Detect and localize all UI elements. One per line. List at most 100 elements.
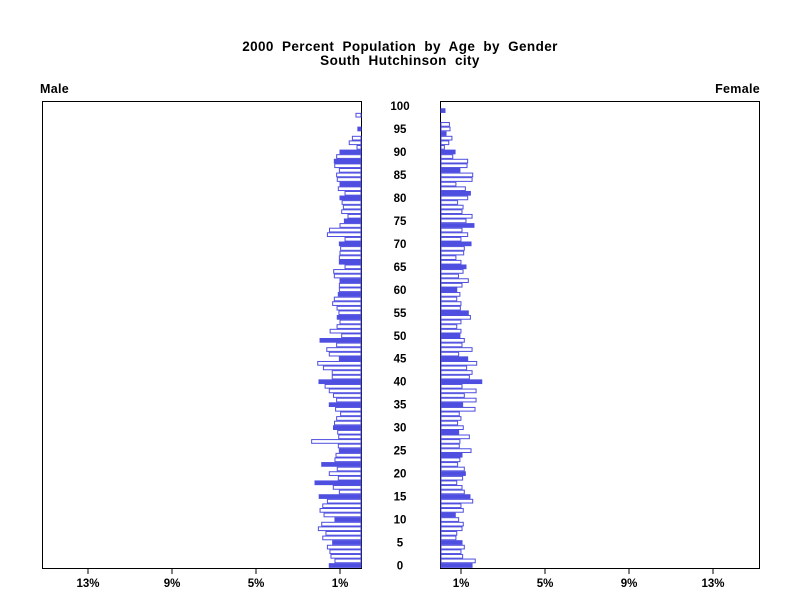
male-bar-age-61	[338, 282, 362, 288]
male-bar-age-33	[340, 411, 362, 417]
male-x-tick-label-5pct: 5%	[248, 578, 265, 590]
male-panel-label: Male	[40, 82, 69, 96]
male-bar-age-53	[339, 319, 362, 325]
male-bar-age-83	[339, 181, 362, 187]
male-bar-age-15	[318, 494, 362, 499]
male-bar-age-5	[332, 540, 362, 545]
male-bar-age-4	[326, 544, 362, 550]
female-bar-age-75	[440, 218, 467, 224]
female-bar-age-85	[440, 172, 474, 178]
female-bar-age-10	[440, 517, 460, 522]
male-bar-age-50	[341, 333, 362, 339]
male-bar-age-44	[317, 360, 362, 366]
female-x-tick-label-9pct: 9%	[621, 578, 638, 590]
male-bar-age-64	[333, 269, 362, 274]
male-bar-age-55	[338, 310, 362, 316]
female-bar-age-41	[440, 374, 470, 380]
female-bar-age-56	[440, 305, 461, 311]
male-bar-age-85	[336, 172, 362, 178]
male-x-tick-label-13pct: 13%	[76, 578, 99, 590]
female-bar-age-57	[440, 301, 462, 306]
male-bar-age-49	[319, 337, 362, 343]
male-bar-age-89	[336, 154, 362, 159]
male-bar-age-60	[338, 287, 362, 293]
female-bar-age-45	[440, 356, 469, 362]
female-bar-age-86	[440, 167, 461, 173]
male-bar-age-62	[339, 278, 362, 283]
female-bar-age-62	[440, 278, 469, 283]
male-bar-age-8	[317, 526, 362, 532]
age-axis-label-50: 50	[394, 331, 407, 343]
female-bar-age-26	[440, 443, 460, 449]
male-bar-age-40	[318, 379, 362, 385]
female-bar-age-87	[440, 163, 468, 169]
male-bar-age-78	[342, 204, 362, 210]
age-axis-label-10: 10	[394, 515, 407, 527]
female-bar-age-13	[440, 503, 462, 509]
female-bar-age-55	[440, 310, 469, 316]
female-bar-age-15	[440, 494, 471, 499]
male-bar-age-98	[355, 112, 362, 118]
female-bar-age-71	[440, 236, 462, 242]
female-bar-age-27	[440, 439, 461, 444]
male-bar-age-57	[332, 301, 362, 306]
age-axis-label-80: 80	[394, 193, 407, 205]
male-bar-age-92	[348, 140, 362, 146]
chart-title-line2: South Hutchinson city	[320, 53, 480, 68]
female-bar-age-35	[440, 402, 464, 408]
male-bar-age-13	[322, 503, 362, 509]
male-bar-age-56	[336, 305, 362, 311]
male-bar-age-28	[338, 434, 362, 440]
female-bar-age-65	[440, 264, 467, 270]
male-bar-age-63	[333, 273, 362, 279]
female-bar-age-40	[440, 379, 483, 385]
female-bar-age-59	[440, 292, 461, 297]
male-x-tick-label-9pct: 9%	[164, 578, 181, 590]
male-bar-age-14	[326, 498, 362, 504]
age-axis-label-100: 100	[390, 101, 409, 113]
age-axis-label-65: 65	[394, 262, 407, 274]
female-bar-age-82	[440, 186, 466, 192]
male-bar-age-45	[338, 356, 362, 362]
female-bar-age-43	[440, 365, 468, 371]
female-bar-age-7	[440, 530, 458, 536]
male-bar-age-47	[326, 347, 362, 352]
female-bar-age-16	[440, 489, 465, 495]
male-bar-age-71	[344, 236, 362, 242]
male-bar-age-86	[338, 167, 362, 173]
male-bar-age-1	[334, 558, 362, 564]
female-bar-age-25	[440, 448, 472, 453]
male-bar-age-77	[341, 209, 362, 215]
male-bar-age-30	[332, 425, 362, 430]
female-bar-age-89	[440, 154, 454, 159]
female-bar-age-24	[440, 452, 463, 458]
female-bar-age-70	[440, 241, 472, 247]
male-bar-age-3	[329, 549, 362, 555]
female-bar-age-91	[440, 145, 445, 150]
female-bar-age-78	[440, 204, 464, 210]
age-axis-label-75: 75	[394, 216, 407, 228]
male-bar-age-6	[322, 535, 362, 541]
female-bar-age-3	[440, 549, 462, 555]
male-bar-age-54	[336, 315, 362, 320]
chart-title: 2000 Percent Population by Age by Gender…	[0, 40, 800, 68]
female-panel-label: Female	[715, 82, 760, 96]
female-bar-age-84	[440, 177, 473, 182]
male-bar-age-10	[334, 517, 362, 522]
chart-title-line1: 2000 Percent Population by Age by Gender	[242, 39, 558, 54]
male-bar-age-80	[339, 195, 362, 201]
female-bar-age-69	[440, 246, 465, 251]
female-bar-age-90	[440, 149, 456, 155]
female-bar-age-99	[440, 108, 446, 113]
female-bar-age-80	[440, 195, 469, 201]
female-bar-age-77	[440, 209, 463, 215]
female-bar-age-93	[440, 135, 453, 141]
male-bar-age-38	[328, 388, 362, 394]
male-bar-age-42	[331, 370, 362, 375]
female-bar-age-20	[440, 471, 466, 476]
male-bar-age-22	[321, 462, 362, 467]
female-bar-age-1	[440, 558, 476, 564]
female-bar-age-8	[440, 526, 463, 532]
male-bar-age-18	[314, 480, 362, 486]
female-bar-age-12	[440, 508, 464, 513]
